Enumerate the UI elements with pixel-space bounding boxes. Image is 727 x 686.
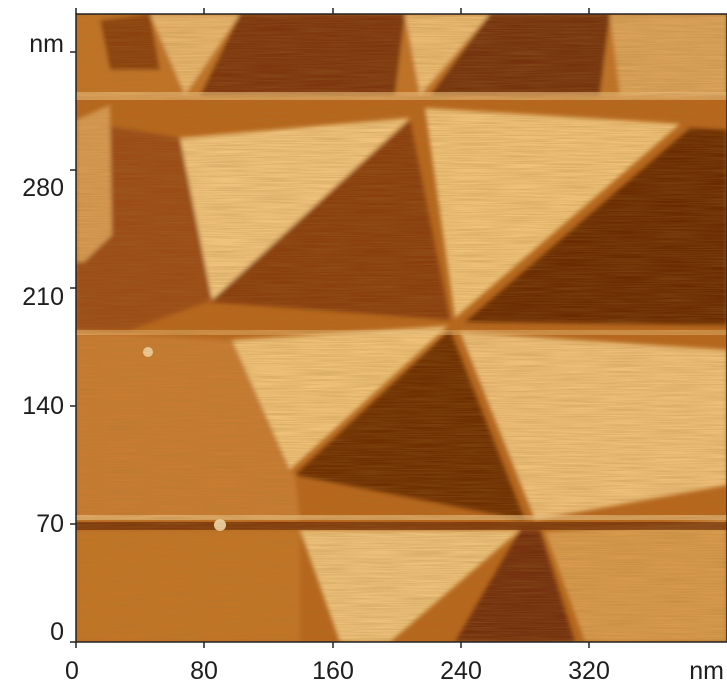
y-tick-label: 140 — [22, 392, 64, 420]
x-axis — [75, 8, 590, 648]
y-tick-label: 0 — [50, 618, 64, 646]
y-axis — [70, 51, 76, 643]
x-tick-label: 0 — [65, 657, 79, 685]
x-tick-label: 160 — [312, 657, 354, 685]
x-tick-label: 80 — [190, 657, 218, 685]
y-tick-label: 280 — [22, 174, 64, 202]
y-unit-label: nm — [29, 30, 64, 58]
x-unit-label: nm — [689, 657, 724, 685]
y-tick-label: 210 — [22, 283, 64, 311]
afm-image — [76, 14, 727, 642]
plot-frame — [75, 13, 727, 643]
y-tick-label: 70 — [36, 510, 64, 538]
x-tick-label: 240 — [440, 657, 482, 685]
x-tick-label: 320 — [568, 657, 610, 685]
